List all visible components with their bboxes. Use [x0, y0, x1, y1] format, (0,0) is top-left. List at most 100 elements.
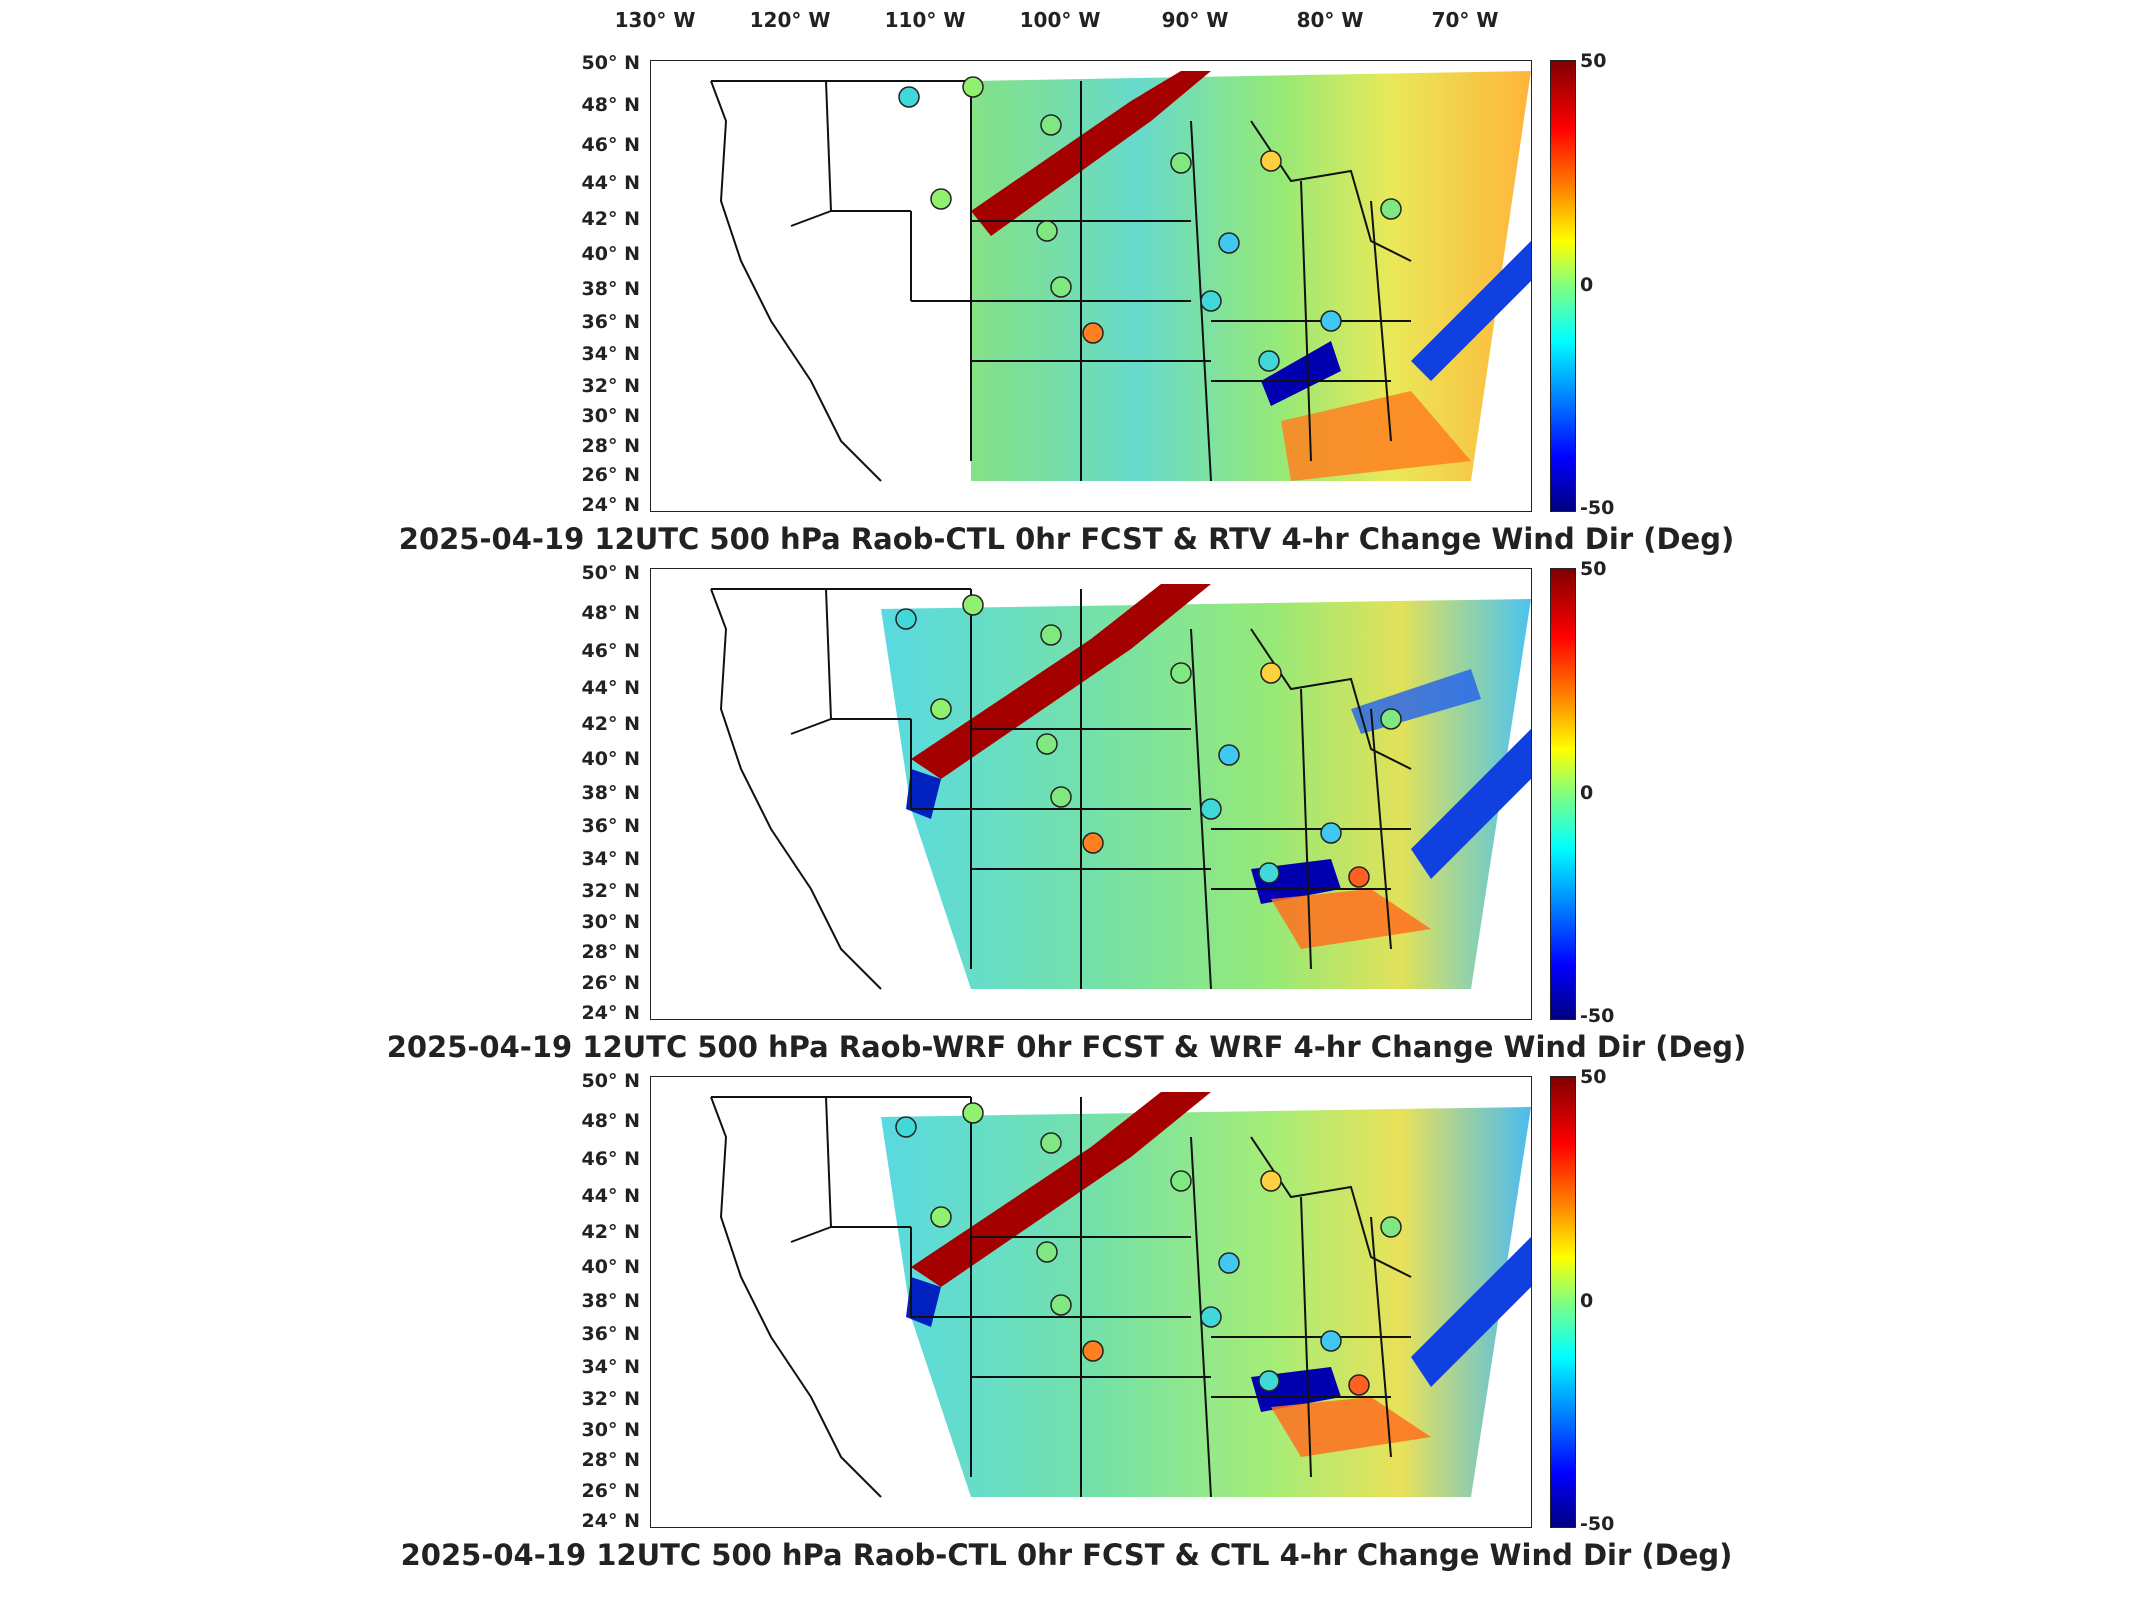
station-marker — [1082, 322, 1104, 344]
lat-label: 30° N — [581, 405, 640, 427]
station-marker — [1348, 1374, 1370, 1396]
negative-band — [906, 769, 941, 819]
lat-label: 42° N — [581, 1221, 640, 1243]
station-marker — [895, 1116, 917, 1138]
lat-label: 30° N — [581, 911, 640, 933]
station-marker — [962, 594, 984, 616]
lat-label: 34° N — [581, 1356, 640, 1378]
lat-label: 48° N — [581, 1110, 640, 1132]
lat-label: 44° N — [581, 677, 640, 699]
station-marker — [898, 86, 920, 108]
colorbar-max-label: 50 — [1580, 1066, 1607, 1088]
lat-label: 40° N — [581, 1256, 640, 1278]
lat-label: 36° N — [581, 311, 640, 333]
panel-title-3: 2025-04-19 12UTC 500 hPa Raob-CTL 0hr FC… — [400, 1538, 1733, 1572]
map-frame-3 — [650, 1076, 1532, 1528]
station-marker — [1082, 1340, 1104, 1362]
lat-label: 46° N — [581, 640, 640, 662]
lat-label: 42° N — [581, 713, 640, 735]
station-marker — [1036, 733, 1058, 755]
station-marker — [1040, 1132, 1062, 1154]
negative-band — [1261, 341, 1341, 406]
lat-label: 38° N — [581, 278, 640, 300]
colorbar-1 — [1550, 60, 1576, 512]
lat-label: 28° N — [581, 941, 640, 963]
map-frame-1 — [650, 60, 1532, 512]
lat-label: 50° N — [581, 562, 640, 584]
station-marker — [1258, 350, 1280, 372]
positive-region — [1271, 889, 1431, 949]
station-marker — [1348, 866, 1370, 888]
colorbar-2 — [1550, 568, 1576, 1020]
positive-region — [1271, 1397, 1431, 1457]
lat-label: 38° N — [581, 1290, 640, 1312]
lon-label-100w: 100° W — [1019, 8, 1101, 32]
lat-label: 26° N — [581, 972, 640, 994]
positive-band — [971, 71, 1211, 236]
station-marker — [1170, 152, 1192, 174]
lat-label: 26° N — [581, 464, 640, 486]
lat-label: 28° N — [581, 1449, 640, 1471]
positive-band — [911, 584, 1211, 779]
panel-title-1: 2025-04-19 12UTC 500 hPa Raob-CTL 0hr FC… — [398, 522, 1735, 556]
negative-band — [1411, 1237, 1531, 1387]
station-marker — [895, 608, 917, 630]
positive-band — [911, 1092, 1211, 1287]
lat-label: 24° N — [581, 1510, 640, 1532]
colorbar-min-label: -50 — [1580, 1513, 1615, 1535]
lat-label: 28° N — [581, 435, 640, 457]
lat-label: 36° N — [581, 1323, 640, 1345]
colorbar-mid-label: 0 — [1580, 274, 1594, 296]
lat-label: 48° N — [581, 94, 640, 116]
lon-label-90w: 90° W — [1161, 8, 1229, 32]
colorbar-max-label: 50 — [1580, 558, 1607, 580]
colorbar-mid-label: 0 — [1580, 1290, 1594, 1312]
map-graphic-2 — [710, 584, 1531, 990]
lat-label: 44° N — [581, 172, 640, 194]
data-field — [881, 1107, 1531, 1497]
map-frame-2 — [650, 568, 1532, 1020]
station-marker — [962, 1102, 984, 1124]
station-marker — [1218, 232, 1240, 254]
lat-label: 40° N — [581, 748, 640, 770]
negative-band — [1411, 729, 1531, 879]
colorbar-3 — [1550, 1076, 1576, 1528]
colorbar-mid-label: 0 — [1580, 782, 1594, 804]
lat-label: 32° N — [581, 375, 640, 397]
station-marker — [1320, 310, 1342, 332]
station-marker — [1200, 290, 1222, 312]
station-marker — [1040, 114, 1062, 136]
lat-label: 46° N — [581, 134, 640, 156]
station-marker — [1380, 1216, 1402, 1238]
station-marker — [930, 1206, 952, 1228]
lat-label: 50° N — [581, 52, 640, 74]
station-marker — [1258, 1370, 1280, 1392]
lat-label: 48° N — [581, 602, 640, 624]
station-marker — [1082, 832, 1104, 854]
station-marker — [1050, 1294, 1072, 1316]
station-marker — [962, 76, 984, 98]
station-marker — [1258, 862, 1280, 884]
lat-label: 46° N — [581, 1148, 640, 1170]
lat-label: 50° N — [581, 1070, 640, 1092]
lat-label: 34° N — [581, 343, 640, 365]
lon-label-130w: 130° W — [614, 8, 696, 32]
lat-label: 32° N — [581, 1388, 640, 1410]
station-marker — [1200, 1306, 1222, 1328]
map-graphic-1 — [710, 71, 1531, 482]
station-marker — [1050, 276, 1072, 298]
station-marker — [1218, 1252, 1240, 1274]
negative-band — [906, 1277, 941, 1327]
lat-label: 24° N — [581, 494, 640, 516]
station-marker — [1036, 1241, 1058, 1263]
lat-label: 32° N — [581, 880, 640, 902]
colorbar-min-label: -50 — [1580, 497, 1615, 519]
station-marker — [1320, 1330, 1342, 1352]
data-field — [971, 71, 1531, 481]
station-marker — [1050, 786, 1072, 808]
station-marker — [1380, 708, 1402, 730]
lat-label: 40° N — [581, 243, 640, 265]
lon-label-70w: 70° W — [1431, 8, 1499, 32]
lon-label-120w: 120° W — [749, 8, 831, 32]
station-marker — [930, 698, 952, 720]
